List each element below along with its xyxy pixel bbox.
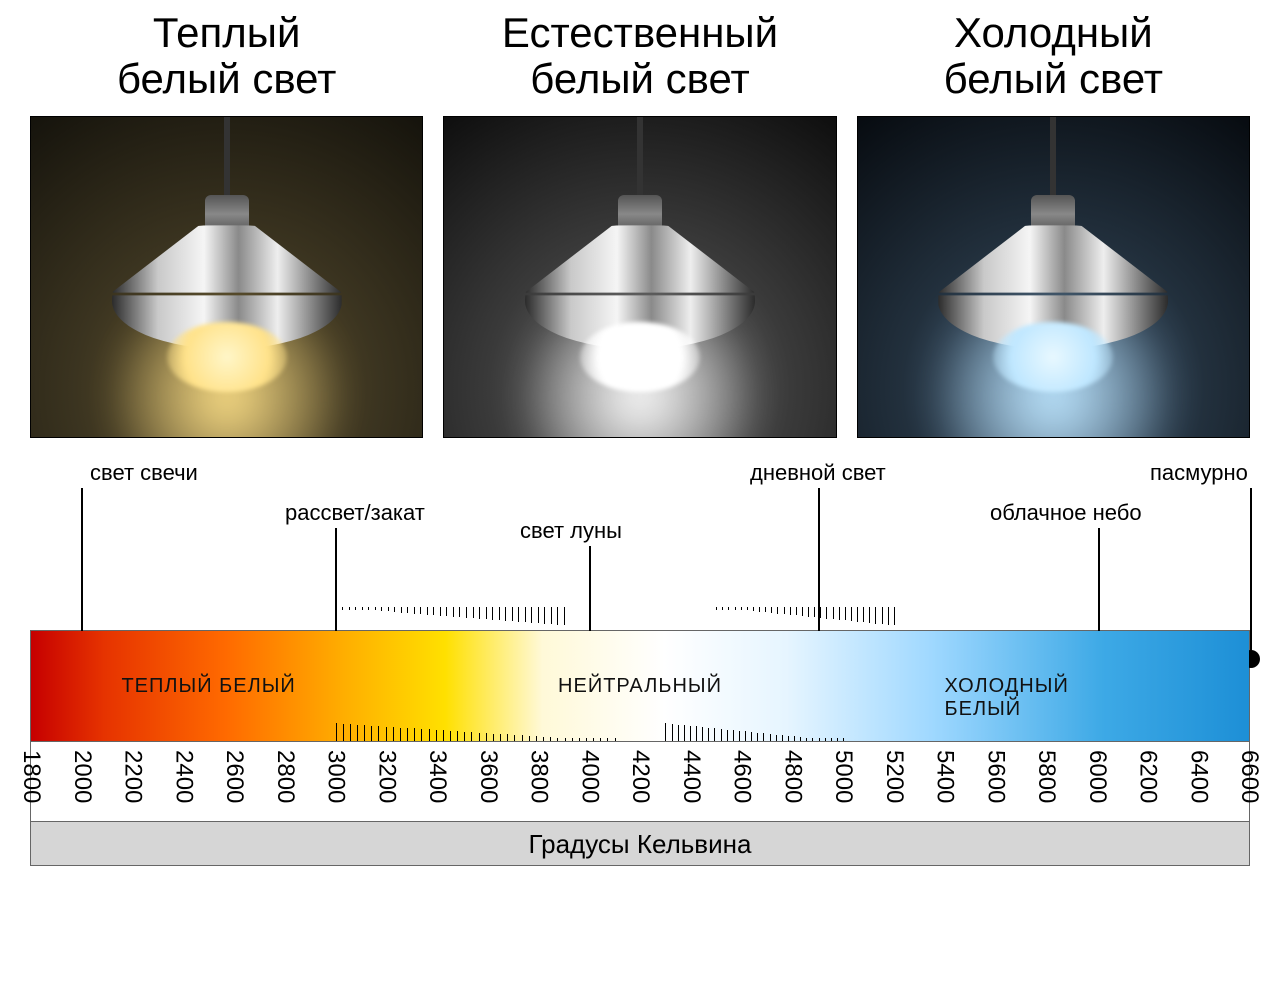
transition-ticks-top [31, 607, 1249, 631]
kelvin-tick: 6600 [1235, 750, 1263, 803]
annotation-label: пасмурно [1150, 460, 1248, 486]
kelvin-tick: 5800 [1032, 750, 1060, 803]
heading-natural-line1: Естественный [502, 9, 778, 56]
kelvin-tick: 3200 [372, 750, 400, 803]
kelvin-tick: 1800 [17, 750, 45, 803]
kelvin-tick: 3000 [322, 750, 350, 803]
zone-label: НЕЙТРАЛЬНЫЙ [558, 675, 722, 698]
kelvin-scale: ТЕПЛЫЙ БЕЛЫЙНЕЙТРАЛЬНЫЙХОЛОДНЫЙ БЕЛЫЙ 18… [30, 630, 1250, 866]
heading-warm-line1: Теплый [153, 9, 301, 56]
annotation-label: дневной свет [750, 460, 886, 486]
lamp-illustration [443, 116, 836, 438]
kelvin-tick: 5000 [829, 750, 857, 803]
annotation-label: свет свечи [90, 460, 198, 486]
heading-natural: Естественный белый свет [443, 10, 836, 102]
heading-cold-line2: белый свет [944, 55, 1163, 102]
kelvin-tick: 6200 [1134, 750, 1162, 803]
kelvin-tick: 4800 [778, 750, 806, 803]
heading-cold: Холодный белый свет [857, 10, 1250, 102]
lamp-illustration [857, 116, 1250, 438]
zone-label: ТЕПЛЫЙ БЕЛЫЙ [121, 675, 295, 698]
kelvin-tick: 2600 [220, 750, 248, 803]
kelvin-tick: 2400 [169, 750, 197, 803]
annotation-area: свет свечи рассвет/закат свет луны дневной … [30, 460, 1250, 630]
annotation-label: облачное небо [990, 500, 1142, 526]
kelvin-tick: 2800 [271, 750, 299, 803]
kelvin-tick: 4400 [677, 750, 705, 803]
kelvin-tick: 5600 [981, 750, 1009, 803]
kelvin-tick: 4600 [728, 750, 756, 803]
kelvin-tick: 2000 [68, 750, 96, 803]
gradient-bar: ТЕПЛЫЙ БЕЛЫЙ НЕЙТРАЛЬНЫЙ ХОЛОДНЫЙ БЕЛЫЙ [31, 631, 1249, 741]
annotation-label: свет луны [520, 518, 622, 544]
heading-cold-line1: Холодный [954, 9, 1153, 56]
heading-natural-line2: белый свет [530, 55, 749, 102]
heading-warm: Теплый белый свет [30, 10, 423, 102]
infographic-root: Теплый белый свет Естественный белый све… [0, 0, 1280, 994]
kelvin-tick: 3800 [525, 750, 553, 803]
annotation-pin [1250, 488, 1252, 660]
kelvin-tick: 6000 [1083, 750, 1111, 803]
zone-label: ХОЛОДНЫЙ БЕЛЫЙ [945, 675, 1148, 721]
kelvin-tick: 3400 [423, 750, 451, 803]
heading-warm-line2: белый свет [117, 55, 336, 102]
kelvin-tick: 3600 [474, 750, 502, 803]
headings-row: Теплый белый свет Естественный белый све… [30, 10, 1250, 102]
lamp-illustration [30, 116, 423, 438]
lamps-row [30, 116, 1250, 438]
kelvin-tick: 6400 [1184, 750, 1212, 803]
kelvin-tick: 2200 [119, 750, 147, 803]
axis-title: Градусы Кельвина [31, 821, 1249, 865]
kelvin-tick: 5200 [880, 750, 908, 803]
kelvin-tick: 5400 [931, 750, 959, 803]
kelvin-tick: 4000 [575, 750, 603, 803]
kelvin-tick-row: 1800200022002400260028003000320034003600… [31, 741, 1249, 821]
kelvin-tick: 4200 [626, 750, 654, 803]
annotation-label: рассвет/закат [285, 500, 425, 526]
